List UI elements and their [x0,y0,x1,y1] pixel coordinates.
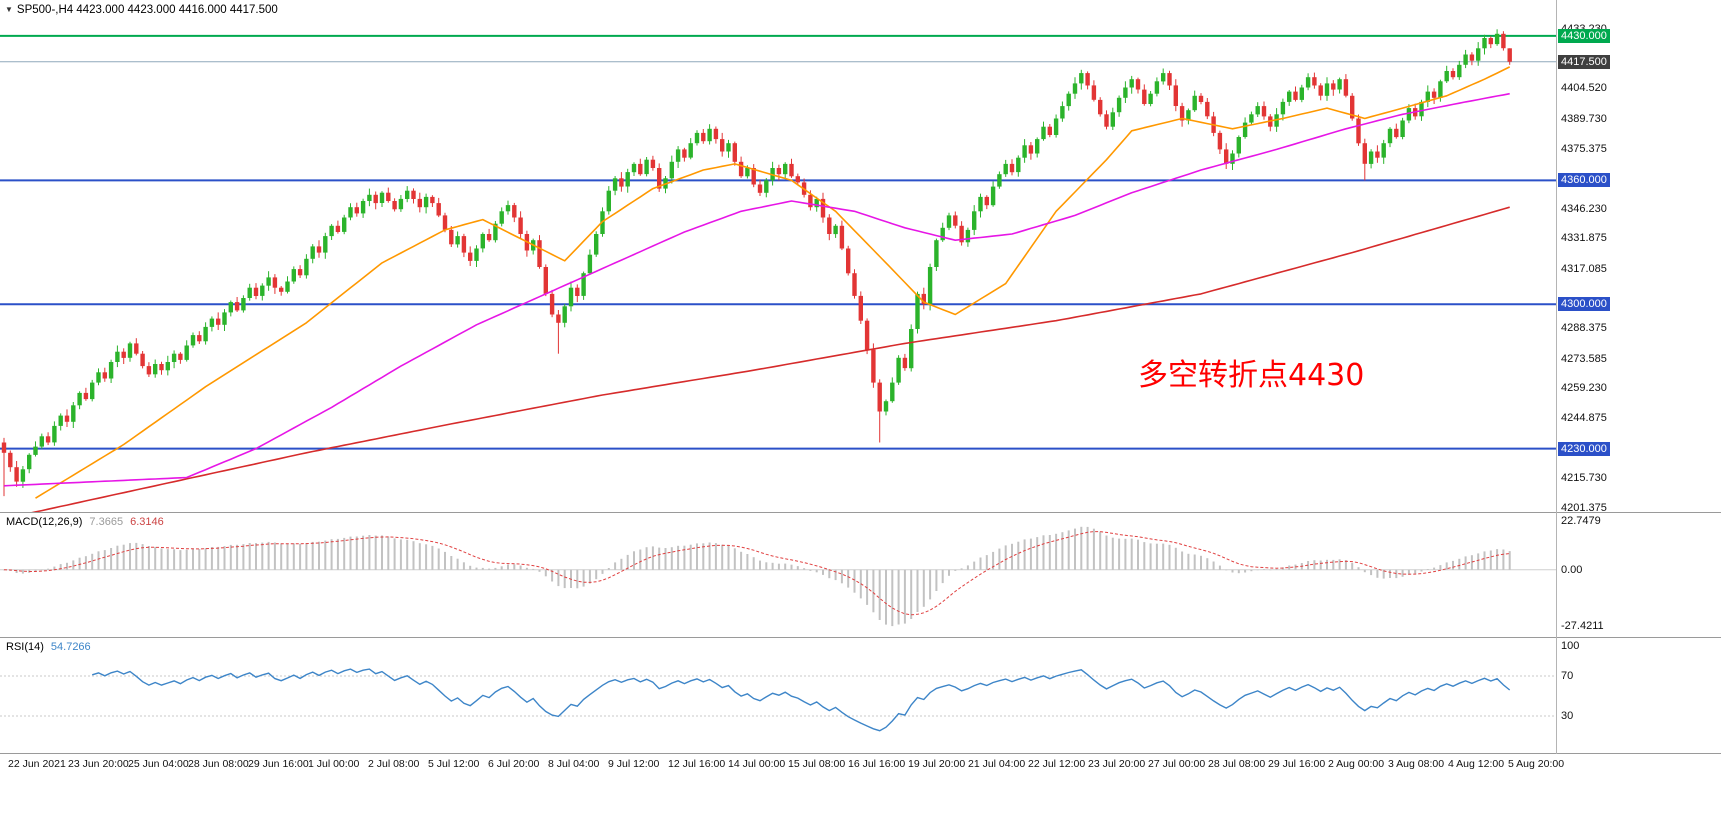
time-axis-label: 2 Jul 08:00 [368,758,420,770]
price-tick-label: 4201.375 [1561,502,1607,514]
macd-name: MACD(12,26,9) [6,516,83,528]
chart-title: ▼ SP500-,H4 4423.000 4423.000 4416.000 44… [5,4,278,16]
price-level-badge: 4430.000 [1558,29,1610,43]
price-level-badge: 4300.000 [1558,297,1610,311]
candlestick-plot[interactable] [0,0,1556,512]
macd-panel: MACD(12,26,9) 7.3665 6.3146 22.7479 0.00 -… [0,512,1721,638]
time-axis-label: 21 Jul 04:00 [968,758,1026,770]
time-axis-label: 12 Jul 16:00 [668,758,726,770]
time-axis-label: 29 Jun 16:00 [248,758,309,770]
time-axis-label: 4 Aug 12:00 [1448,758,1505,770]
macd-value-main: 7.3665 [89,516,124,528]
time-axis-label: 9 Jul 12:00 [608,758,660,770]
annotation-text: 多空转折点4430 [1138,358,1365,393]
time-axis-label: 3 Aug 08:00 [1388,758,1445,770]
price-level-badge: 4230.000 [1558,442,1610,456]
time-axis-label: 29 Jul 16:00 [1268,758,1326,770]
price-level-badge: 4417.500 [1558,55,1610,69]
price-tick-label: 4244.875 [1561,412,1607,424]
main-chart-panel: ▼ SP500-,H4 4423.000 4423.000 4416.000 44… [0,0,1610,514]
time-axis-label: 14 Jul 00:00 [728,758,786,770]
time-axis-label: 5 Jul 12:00 [428,758,480,770]
macd-axis-min: -27.4211 [1561,620,1604,632]
collapse-toggle-icon[interactable]: ▼ [5,5,13,14]
price-tick-label: 4259.230 [1561,382,1607,394]
time-axis[interactable]: 22 Jun 2021 23 Jun 20:00 25 Jun 04:00 28 Ju… [0,753,1721,782]
price-tick-label: 4288.375 [1561,322,1607,334]
rsi-label: RSI(14) 54.7266 [6,641,98,653]
time-axis-label: 5 Aug 20:00 [1508,758,1565,770]
time-axis-label: 22 Jun 2021 [8,758,66,770]
time-axis-label: 22 Jul 12:00 [1028,758,1086,770]
time-axis-label: 2 Aug 00:00 [1328,758,1385,770]
time-axis-label: 28 Jun 08:00 [188,758,249,770]
price-tick-label: 4331.875 [1561,232,1607,244]
macd-plot[interactable] [0,513,1556,637]
price-tick-label: 4389.730 [1561,113,1607,125]
time-axis-label: 8 Jul 04:00 [548,758,600,770]
rsi-panel: RSI(14) 54.7266 100 70 30 [0,637,1721,754]
price-tick-label: 4273.585 [1561,353,1607,365]
price-tick-label: 4375.375 [1561,143,1607,155]
macd-axis-zero: 0.00 [1561,564,1583,576]
macd-value-signal: 6.3146 [130,516,164,528]
macd-axis-max: 22.7479 [1561,515,1601,527]
rsi-axis-30: 30 [1561,710,1574,722]
macd-label: MACD(12,26,9) 7.3665 6.3146 [6,516,171,528]
time-axis-label: 15 Jul 08:00 [788,758,846,770]
price-tick-label: 4215.730 [1561,472,1607,484]
rsi-axis-70: 70 [1561,670,1574,682]
time-axis-label: 1 Jul 00:00 [308,758,360,770]
price-tick-label: 4317.085 [1561,263,1607,275]
axis-separator [1556,0,1557,754]
price-level-badge: 4360.000 [1558,173,1610,187]
rsi-name: RSI(14) [6,641,44,653]
time-axis-label: 16 Jul 16:00 [848,758,906,770]
rsi-axis-100: 100 [1561,640,1580,652]
time-axis-label: 25 Jun 04:00 [128,758,189,770]
time-axis-label: 27 Jul 00:00 [1148,758,1206,770]
chart-title-text: SP500-,H4 4423.000 4423.000 4416.000 441… [16,4,278,16]
time-axis-label: 6 Jul 20:00 [488,758,540,770]
time-axis-label: 23 Jun 20:00 [68,758,129,770]
price-tick-label: 4346.230 [1561,203,1607,215]
time-axis-label: 19 Jul 20:00 [908,758,966,770]
time-axis-label: 28 Jul 08:00 [1208,758,1266,770]
rsi-value: 54.7266 [50,641,91,653]
time-axis-label: 23 Jul 20:00 [1088,758,1146,770]
price-tick-label: 4404.520 [1561,82,1607,94]
rsi-plot[interactable] [0,638,1556,753]
